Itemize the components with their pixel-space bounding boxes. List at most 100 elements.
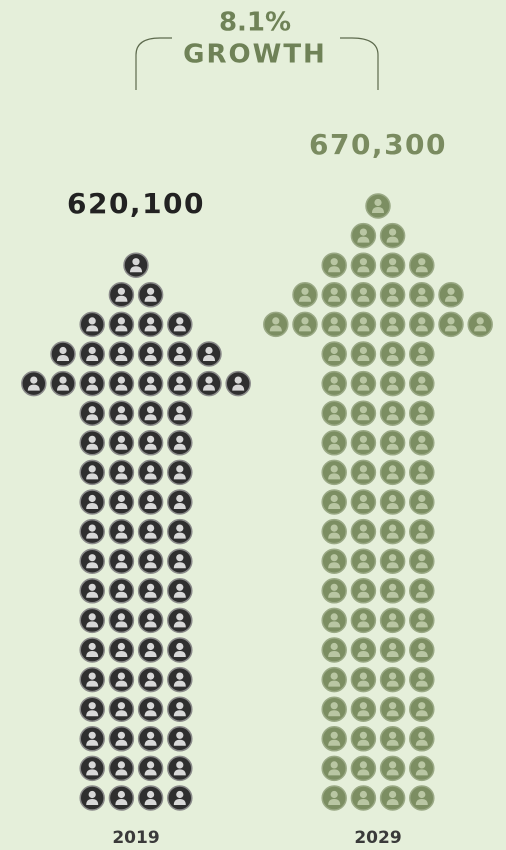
- icon-body: [357, 651, 370, 657]
- icon-body: [415, 384, 428, 391]
- icon-head: [389, 702, 397, 710]
- icon-head: [418, 672, 426, 680]
- icon-body: [357, 739, 370, 746]
- icon-body: [386, 680, 399, 687]
- icon-body: [415, 325, 428, 332]
- icon-body: [328, 443, 341, 450]
- icon-head: [330, 317, 338, 325]
- icon-body: [357, 236, 370, 243]
- icon-head: [176, 346, 184, 355]
- icon-body: [386, 651, 399, 657]
- icon-body: [415, 443, 428, 450]
- icon-body: [86, 739, 99, 746]
- icon-head: [418, 287, 426, 295]
- icon-body: [115, 591, 128, 598]
- icon-head: [418, 554, 426, 562]
- person-icon: [50, 370, 76, 397]
- person-icon: [196, 370, 222, 397]
- icon-head: [205, 346, 213, 355]
- icon-head: [132, 258, 140, 266]
- person-icon: [321, 785, 347, 811]
- icon-head: [176, 494, 184, 503]
- icon-head: [330, 731, 338, 739]
- person-icon: [379, 548, 406, 574]
- person-icon: [321, 518, 347, 545]
- person-icon: [321, 370, 347, 397]
- icon-body: [269, 325, 282, 332]
- icon-head: [389, 346, 397, 355]
- icon-head: [418, 494, 426, 503]
- person-icon: [350, 518, 377, 545]
- icon-head: [147, 406, 155, 414]
- icon-head: [117, 790, 125, 799]
- person-icon: [137, 370, 164, 397]
- person-icon: [350, 341, 377, 367]
- icon-head: [176, 613, 184, 621]
- icon-head: [418, 613, 426, 621]
- person-icon: [108, 578, 135, 604]
- person-icon: [137, 637, 164, 663]
- icon-head: [389, 376, 397, 384]
- icon-body: [115, 651, 128, 657]
- icon-body: [328, 295, 341, 302]
- person-icon: [438, 282, 464, 308]
- person-icon: [350, 607, 377, 634]
- person-icon: [409, 282, 435, 308]
- icon-head: [330, 406, 338, 414]
- icon-head: [176, 376, 184, 384]
- icon-head: [117, 583, 125, 591]
- person-icon: [409, 607, 435, 634]
- person-icon: [350, 785, 377, 811]
- icon-body: [328, 414, 341, 421]
- icon-head: [147, 642, 155, 651]
- person-icon: [79, 578, 105, 604]
- icon-head: [88, 554, 96, 562]
- icon-body: [144, 591, 157, 598]
- person-icon: [167, 400, 193, 426]
- icon-body: [328, 562, 341, 569]
- icon-head: [205, 376, 213, 384]
- icon-body: [386, 266, 399, 273]
- icon-head: [389, 465, 397, 473]
- icon-body: [299, 325, 311, 332]
- icon-head: [359, 287, 367, 295]
- icon-head: [330, 672, 338, 680]
- person-icon: [350, 370, 377, 397]
- icon-body: [173, 710, 186, 717]
- icon-body: [328, 266, 341, 273]
- person-icon: [321, 548, 347, 574]
- person-icon: [108, 666, 135, 693]
- icon-body: [415, 680, 428, 687]
- icon-body: [357, 710, 370, 717]
- icon-body: [328, 325, 341, 332]
- person-icon: [379, 252, 406, 278]
- person-icon: [79, 637, 105, 663]
- icon-head: [476, 317, 484, 325]
- icon-body: [115, 295, 128, 302]
- person-icon: [379, 578, 406, 604]
- icon-head: [359, 228, 367, 236]
- person-icon: [108, 459, 135, 486]
- icon-head: [147, 317, 155, 325]
- icon-head: [389, 672, 397, 680]
- person-icon: [50, 341, 76, 367]
- person-icon: [379, 430, 406, 456]
- person-icon: [167, 341, 193, 367]
- icon-head: [147, 761, 155, 769]
- icon-body: [386, 739, 399, 746]
- person-icon: [409, 785, 435, 811]
- icon-body: [386, 473, 399, 480]
- person-icon: [79, 370, 105, 397]
- icon-head: [117, 317, 125, 325]
- icon-body: [203, 355, 215, 361]
- icon-head: [418, 702, 426, 710]
- icon-body: [144, 651, 157, 657]
- icon-head: [117, 287, 125, 295]
- icon-body: [144, 799, 157, 805]
- person-icon: [321, 489, 347, 515]
- person-icon: [123, 252, 149, 278]
- person-icon: [409, 459, 435, 486]
- icon-body: [115, 799, 128, 805]
- arrow: [263, 193, 493, 811]
- icon-head: [59, 346, 67, 355]
